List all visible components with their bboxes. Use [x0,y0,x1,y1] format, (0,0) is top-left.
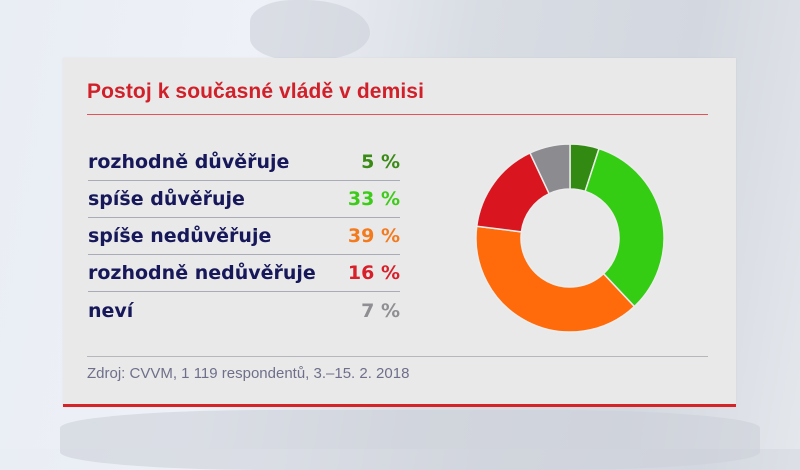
row-label: rozhodně důvěřuje [88,151,290,173]
row-value: 16 % [347,262,400,284]
row-value: 33 % [347,188,400,210]
legend-row: neví 7 % [88,292,400,329]
row-value: 7 % [361,299,400,322]
row-label: neví [88,299,134,322]
donut-chart [475,143,665,333]
legend-row: spíše nedůvěřuje 39 % [88,218,400,255]
legend-row: rozhodně nedůvěřuje 16 % [88,255,400,292]
source-note: Zdroj: CVVM, 1 119 respondentů, 3.–15. 2… [87,365,410,382]
row-value: 5 % [361,151,400,173]
chart-panel: Postoj k současné vládě v demisi rozhodn… [63,58,736,407]
legend-row: rozhodně důvěřuje 5 % [88,144,400,181]
chart-title: Postoj k současné vládě v demisi [87,80,425,103]
donut-segment [528,143,571,195]
row-label: spíše důvěřuje [88,188,245,210]
row-value: 39 % [347,225,400,247]
legend-table: rozhodně důvěřuje 5 % spíše důvěřuje 33 % sp… [88,144,400,329]
legend-row: spíše důvěřuje 33 % [88,181,400,218]
row-label: spíše nedůvěřuje [88,225,272,247]
donut-segment [475,225,636,333]
donut-segment [584,147,665,308]
map-background-shape [60,410,760,470]
row-label: rozhodně nedůvěřuje [88,262,316,284]
source-divider [87,356,708,357]
map-background-shape [250,0,370,60]
title-divider [87,114,708,115]
